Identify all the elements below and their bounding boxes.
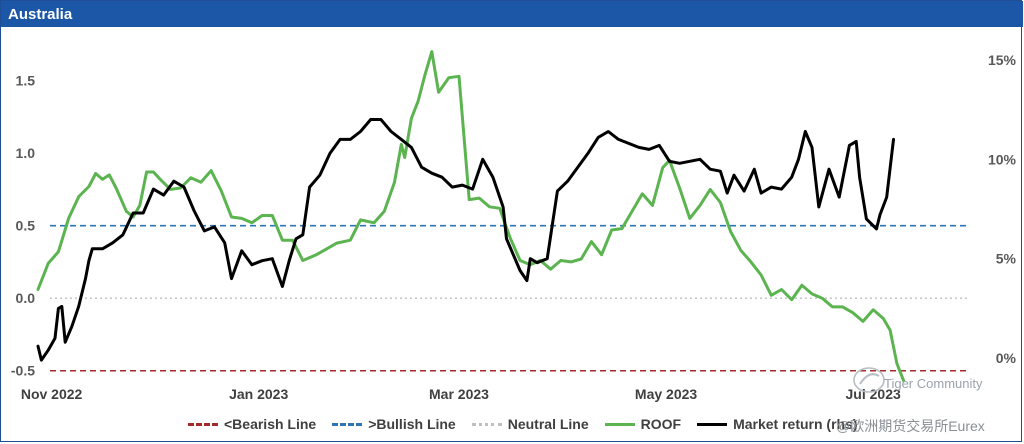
right-tick-label: 5% <box>996 251 1017 267</box>
tiger-logo-icon <box>852 366 886 394</box>
series-line-market-return-rhs <box>36 118 895 362</box>
legend-item-neutral-line: Neutral Line <box>471 416 589 432</box>
legend-swatch <box>332 422 363 426</box>
legend-label: Market return (rhs) <box>733 416 858 432</box>
legend-item-roof: ROOF <box>604 416 682 432</box>
legend: <Bearish Line >Bullish Line Neutral Line RO… <box>188 414 874 434</box>
left-tick-label: 1.5 <box>16 73 36 89</box>
left-tick-label: -0.5 <box>11 363 35 379</box>
series-line-roof <box>36 50 906 383</box>
legend-swatch <box>188 422 218 426</box>
chart-title: Australia <box>8 6 73 23</box>
right-tick-label: 0% <box>996 350 1017 366</box>
left-tick-label: 0.5 <box>16 218 36 234</box>
right-tick-label: 10% <box>988 151 1017 167</box>
title-bar: Australia <box>1 1 1023 27</box>
legend-label: ROOF <box>640 416 682 432</box>
x-tick-label: May 2023 <box>635 386 697 402</box>
right-tick-label: 15% <box>988 52 1017 68</box>
left-tick-label: 0.0 <box>16 290 36 306</box>
legend-swatch <box>471 422 502 426</box>
x-tick-label: Mar 2023 <box>429 386 489 402</box>
x-tick-label: Nov 2022 <box>21 386 83 402</box>
legend-swatch <box>697 422 728 426</box>
legend-item-bearish-line: <Bearish Line <box>188 416 316 432</box>
legend-label: <Bearish Line <box>224 416 317 432</box>
legend-item-bullish-line: >Bullish Line <box>332 416 456 432</box>
left-tick-label: 1.0 <box>16 145 36 161</box>
watermark-source: @欧洲期货交易所Eurex <box>836 418 985 434</box>
legend-item-market-return-rhs: Market return (rhs) <box>697 416 858 432</box>
x-tick-label: Jan 2023 <box>229 386 288 402</box>
legend-label: Neutral Line <box>507 416 589 432</box>
legend-swatch <box>604 422 635 426</box>
watermark-community: Tiger Community <box>884 376 983 391</box>
legend-label: >Bullish Line <box>368 416 456 432</box>
